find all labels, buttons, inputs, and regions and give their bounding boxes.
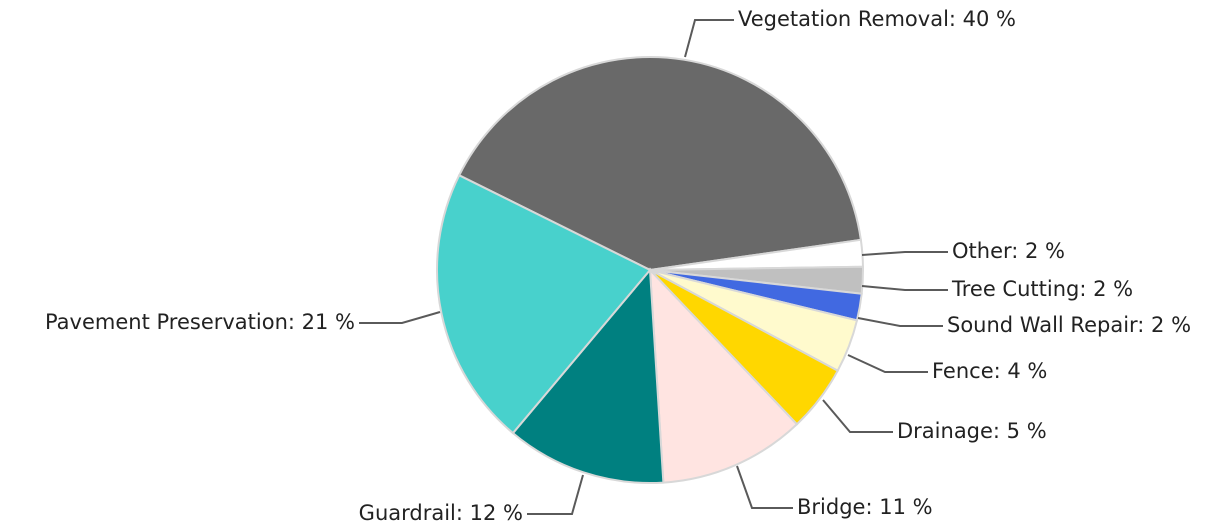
slice-label: Tree Cutting: 2 % <box>951 277 1133 301</box>
slice-label: Guardrail: 12 % <box>359 501 523 525</box>
leader-line <box>847 354 928 373</box>
leader-line <box>861 251 948 256</box>
leader-line <box>527 474 584 515</box>
slice-label: Vegetation Removal: 40 % <box>738 7 1016 31</box>
pie-slice <box>648 267 799 484</box>
leader-line <box>822 399 893 433</box>
leader-line <box>736 465 793 509</box>
pie-slice <box>457 56 862 272</box>
slice-label: Sound Wall Repair: 2 % <box>947 313 1191 337</box>
slice-label: Pavement Preservation: 21 % <box>45 310 355 334</box>
pie-slice <box>436 173 652 435</box>
leader-line <box>684 19 734 58</box>
pie-slice <box>511 267 665 484</box>
leader-line <box>861 285 948 291</box>
leader-line <box>857 317 943 327</box>
slice-label: Fence: 4 % <box>932 359 1047 383</box>
slice-label: Bridge: 11 % <box>797 495 933 519</box>
leader-line <box>359 311 441 324</box>
slice-label: Drainage: 5 % <box>897 419 1047 443</box>
slice-label: Other: 2 % <box>952 239 1065 263</box>
